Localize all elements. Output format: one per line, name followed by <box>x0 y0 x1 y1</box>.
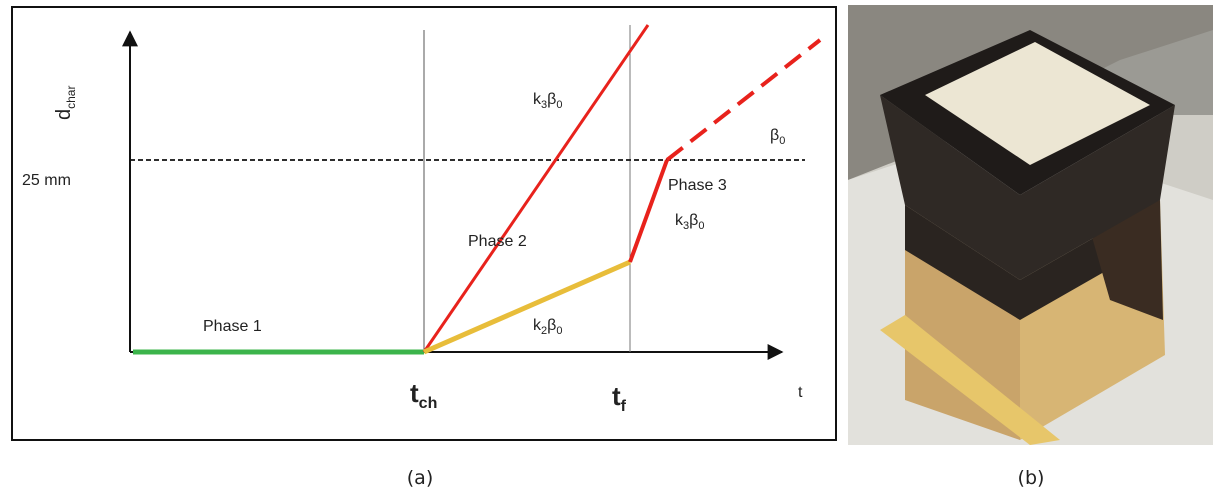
phase2-line <box>422 259 632 355</box>
block-char <box>880 95 1175 280</box>
phase-label: Phase 3 <box>668 177 727 194</box>
phase3-line <box>628 159 669 263</box>
rate-line-dashed <box>665 38 822 162</box>
level-label: 25 mm <box>22 172 71 189</box>
rate-label: β0 <box>770 127 785 147</box>
rate-label: k2β0 <box>533 317 562 337</box>
rate-label: k3β0 <box>533 91 562 111</box>
char-patch <box>1090 200 1163 320</box>
time-label: tf <box>612 381 627 415</box>
photo <box>848 5 1213 445</box>
rate-label: k3β0 <box>675 212 704 232</box>
caption: (a) <box>407 467 433 489</box>
phase-label: Phase 2 <box>468 233 527 250</box>
x-axis-label: t <box>798 384 803 401</box>
y-axis-label: dchar <box>53 86 78 120</box>
block-top <box>925 42 1150 165</box>
phase-label: Phase 1 <box>203 318 262 335</box>
caption: (b) <box>1018 467 1045 489</box>
rate-line <box>422 24 650 353</box>
ruler <box>880 315 1060 445</box>
time-label: tch <box>410 378 437 412</box>
